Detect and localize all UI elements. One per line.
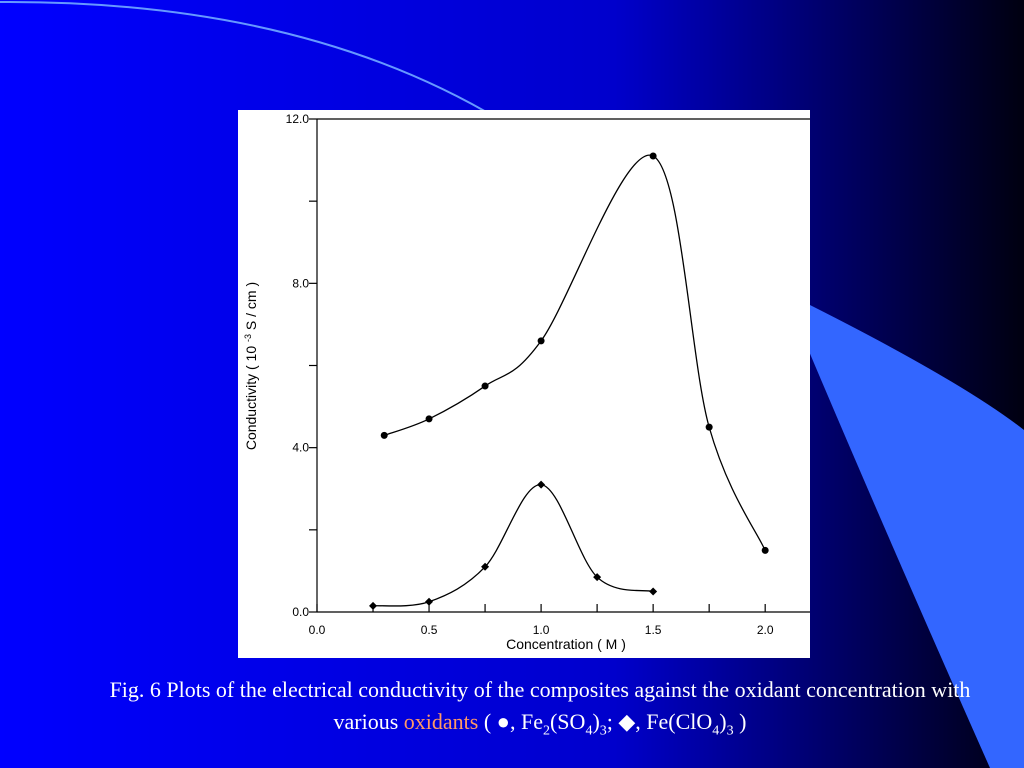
y-axis-label-sup: -3 <box>243 334 253 342</box>
caption-sub: 4 <box>585 723 593 739</box>
data-point <box>761 546 769 554</box>
caption-sub: 4 <box>712 723 720 739</box>
y-axis-label: Conductivity ( 10 -3 S / cm ) <box>243 282 259 450</box>
data-point <box>537 337 545 345</box>
data-point <box>425 597 434 606</box>
data-point <box>593 573 602 582</box>
data-point <box>380 431 388 439</box>
y-tick-label: 0.0 <box>292 605 309 619</box>
caption-text: (SO <box>549 709 586 734</box>
data-point <box>537 480 546 489</box>
y-tick-label: 4.0 <box>292 441 309 455</box>
x-tick-label: 0.5 <box>421 623 438 637</box>
caption: Fig. 6 Plots of the electrical conductiv… <box>90 674 990 747</box>
plot-background <box>238 110 810 658</box>
decor-arc <box>0 0 501 121</box>
y-axis-label-part: Conductivity ( 10 <box>243 342 259 450</box>
data-point <box>425 415 433 423</box>
caption-text: ) <box>592 709 600 734</box>
data-point <box>481 562 490 571</box>
data-point <box>705 423 713 431</box>
x-tick-label: 1.5 <box>645 623 662 637</box>
caption-highlight: oxidants <box>403 709 479 734</box>
caption-text: ) <box>719 709 727 734</box>
x-axis-label: Concentration ( M ) <box>506 636 626 652</box>
caption-text: ; ◆, Fe(ClO <box>606 709 713 734</box>
caption-text: ) <box>733 709 747 734</box>
x-tick-label: 0.0 <box>309 623 326 637</box>
data-point <box>649 152 657 160</box>
y-tick-label: 8.0 <box>292 276 309 290</box>
caption-text: ( ●, Fe <box>478 709 543 734</box>
caption-text: Fig. 6 Plots of the electrical conductiv… <box>109 677 971 734</box>
caption-sub: 3 <box>726 723 734 739</box>
x-tick-label: 2.0 <box>757 623 774 637</box>
y-tick-label: 12.0 <box>286 112 310 126</box>
decor-band <box>800 300 1024 768</box>
y-axis-label-part: S / cm ) <box>243 282 259 334</box>
data-point <box>649 587 658 596</box>
caption-sub: 3 <box>599 723 607 739</box>
x-tick-label: 1.0 <box>533 623 550 637</box>
caption-sub: 2 <box>542 723 550 739</box>
data-point <box>369 601 378 610</box>
data-point <box>481 382 489 390</box>
